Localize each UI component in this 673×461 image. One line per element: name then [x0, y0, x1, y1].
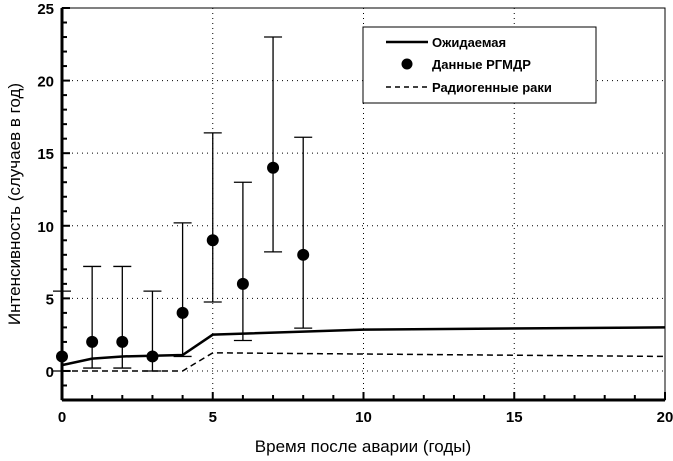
legend: Ожидаемая Данные РГМДР Радиогенные раки: [362, 26, 597, 104]
y-tick-label: 10: [37, 219, 54, 236]
x-tick-label: 10: [355, 409, 372, 426]
legend-label-radiogenic: Радиогенные раки: [432, 80, 552, 95]
y-tick-label: 20: [37, 74, 54, 91]
expected-line: [61, 326, 666, 367]
x-tick-label: 15: [506, 409, 523, 426]
radiogenic-line: [62, 352, 666, 372]
marks: [53, 36, 666, 372]
x-tick-label: 20: [657, 409, 673, 426]
data-point: [297, 248, 310, 261]
y-axis-label: Интенсивность (случаев в год): [5, 83, 24, 325]
y-tick-label: 5: [46, 291, 54, 308]
x-tick-label: 0: [58, 409, 66, 426]
data-point: [267, 161, 280, 174]
data-point: [236, 277, 249, 290]
x-axis-label: Время после аварии (годы): [255, 437, 471, 456]
data-point: [86, 335, 99, 348]
legend-label-data: Данные РГМДР: [432, 57, 531, 72]
data-point: [176, 306, 189, 319]
y-tick-label: 25: [37, 1, 54, 18]
y-tick-label: 15: [37, 146, 54, 163]
legend-marker-swatch: [401, 58, 413, 70]
data-point: [206, 234, 219, 247]
y-tick-label: 0: [46, 364, 54, 381]
data-point: [146, 350, 159, 363]
legend-label-expected: Ожидаемая: [432, 35, 506, 50]
data-point: [116, 335, 129, 348]
x-tick-label: 5: [209, 409, 217, 426]
